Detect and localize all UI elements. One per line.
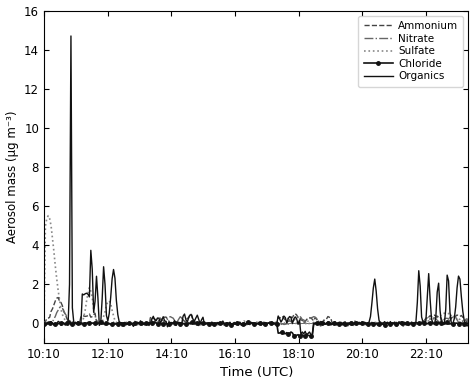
Organics — [295, 322, 301, 326]
X-axis label: Time (UTC): Time (UTC) — [219, 367, 293, 380]
Line: Chloride: Chloride — [42, 320, 470, 338]
Chloride — [43, 322, 48, 327]
Chloride — [402, 320, 408, 325]
Nitrate — [41, 320, 47, 325]
Ammonium — [119, 324, 125, 328]
Chloride — [41, 321, 47, 326]
Organics — [402, 322, 408, 327]
Sulfate — [465, 322, 471, 326]
Ammonium — [402, 323, 408, 328]
Ammonium — [465, 321, 471, 326]
Chloride — [295, 332, 301, 337]
Organics — [68, 33, 74, 38]
Nitrate — [294, 316, 300, 320]
Nitrate — [295, 314, 301, 318]
Chloride — [294, 333, 300, 338]
Chloride — [465, 321, 471, 326]
Chloride — [428, 320, 434, 325]
Nitrate — [402, 322, 408, 326]
Line: Ammonium: Ammonium — [44, 298, 468, 326]
Nitrate — [428, 316, 434, 321]
Sulfate — [46, 213, 51, 218]
Line: Nitrate: Nitrate — [44, 308, 468, 326]
Sulfate — [295, 321, 301, 326]
Chloride — [301, 334, 307, 338]
Organics — [428, 317, 434, 321]
Nitrate — [57, 305, 63, 310]
Sulfate — [402, 320, 408, 325]
Sulfate — [41, 320, 47, 325]
Nitrate — [43, 320, 48, 325]
Sulfate — [428, 316, 434, 321]
Ammonium — [43, 320, 48, 324]
Sulfate — [43, 224, 48, 228]
Sulfate — [317, 324, 322, 328]
Line: Sulfate: Sulfate — [44, 216, 468, 326]
Ammonium — [55, 295, 61, 300]
Ammonium — [304, 317, 310, 322]
Nitrate — [465, 321, 471, 325]
Line: Organics: Organics — [44, 36, 468, 335]
Legend: Ammonium, Nitrate, Sulfate, Chloride, Organics: Ammonium, Nitrate, Sulfate, Chloride, Or… — [358, 16, 463, 87]
Organics — [304, 333, 310, 337]
Nitrate — [401, 324, 406, 329]
Organics — [41, 321, 47, 325]
Sulfate — [302, 322, 308, 326]
Nitrate — [302, 320, 308, 324]
Ammonium — [428, 315, 434, 319]
Ammonium — [297, 315, 302, 319]
Ammonium — [295, 315, 301, 320]
Sulfate — [294, 321, 300, 325]
Organics — [294, 316, 300, 321]
Chloride — [304, 331, 310, 336]
Y-axis label: Aerosol mass (µg m⁻³): Aerosol mass (µg m⁻³) — [6, 110, 18, 243]
Chloride — [67, 319, 73, 323]
Ammonium — [41, 321, 47, 326]
Organics — [302, 329, 308, 334]
Organics — [465, 321, 471, 326]
Organics — [43, 323, 48, 328]
